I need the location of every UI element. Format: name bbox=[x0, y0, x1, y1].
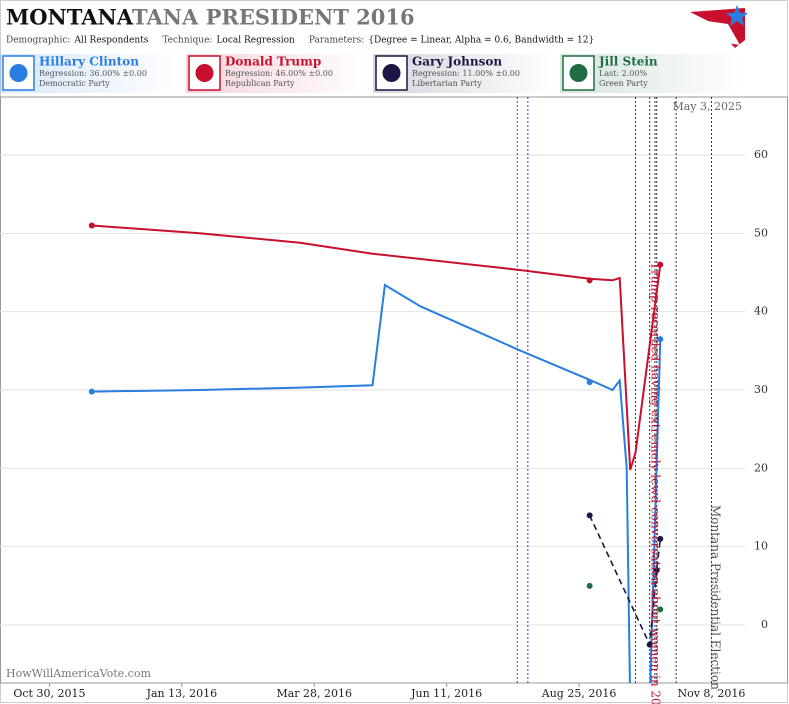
x-tick-label: Jan 13, 2016 bbox=[146, 687, 218, 700]
poll-point bbox=[88, 222, 95, 229]
param-key: Demographic: bbox=[6, 36, 70, 46]
param-value: {Degree = Linear, Alpha = 0.6, Bandwidth… bbox=[368, 36, 594, 46]
poll-point bbox=[586, 277, 593, 284]
legend-stat: Regression: 46.00% ±0.00 bbox=[225, 69, 333, 78]
y-tick-label: 40 bbox=[754, 305, 768, 318]
legend-name: Hillary Clinton bbox=[39, 55, 139, 69]
poll-point bbox=[657, 261, 664, 268]
legend-stat: Last: 2.00% bbox=[599, 69, 647, 78]
logo bbox=[690, 5, 748, 48]
y-tick-label: 10 bbox=[754, 540, 768, 553]
legend-name: Jill Stein bbox=[598, 55, 658, 69]
x-tick-label: Mar 28, 2016 bbox=[276, 687, 352, 700]
param-key: Parameters: bbox=[309, 36, 364, 46]
date-note: May 3, 2025 bbox=[672, 100, 742, 113]
series-line bbox=[91, 224, 662, 471]
poll-point bbox=[88, 388, 95, 395]
poll-point bbox=[657, 336, 664, 343]
series-line bbox=[588, 514, 662, 648]
poll-point bbox=[646, 641, 653, 648]
x-tick-label: Oct 30, 2015 bbox=[13, 687, 85, 700]
legend-icon-mark bbox=[569, 64, 588, 82]
poll-point bbox=[657, 606, 664, 613]
legend-stat: Regression: 11.00% ±0.00 bbox=[412, 69, 520, 78]
x-tick-label: Nov 8, 2016 bbox=[677, 687, 745, 700]
param-value: All Respondents bbox=[73, 36, 148, 46]
series-line bbox=[91, 283, 662, 683]
site-credit: HowWillAmericaVote.com bbox=[6, 667, 151, 680]
legend-party: Republican Party bbox=[225, 79, 295, 88]
title-rest: TANA PRESIDENT 2016 bbox=[132, 5, 415, 30]
plot-area bbox=[88, 222, 664, 683]
legend-party: Libertarian Party bbox=[412, 79, 482, 88]
y-tick-label: 60 bbox=[754, 148, 768, 161]
y-tick-label: 20 bbox=[754, 461, 768, 474]
legend-name: Donald Trump bbox=[225, 55, 321, 69]
legend-icon-mark bbox=[195, 64, 214, 82]
y-tick-label: 0 bbox=[761, 618, 768, 631]
annotation: Trump recorded having extremely lewd con… bbox=[648, 262, 662, 704]
poll-point bbox=[586, 512, 593, 519]
legend-name: Gary Johnson bbox=[412, 55, 502, 69]
legend-party: Democratic Party bbox=[39, 79, 110, 88]
legend-icon-mark bbox=[9, 64, 28, 82]
y-tick-label: 30 bbox=[754, 383, 768, 396]
x-tick-label: Aug 25, 2016 bbox=[541, 687, 617, 700]
x-tick-label: Jun 11, 2016 bbox=[410, 687, 482, 700]
annotation: Montana Presidential Election bbox=[708, 505, 722, 690]
param-key: Technique: bbox=[162, 36, 212, 46]
param-value: Local Regression bbox=[216, 36, 295, 46]
y-tick-label: 50 bbox=[754, 226, 768, 239]
poll-point bbox=[657, 535, 664, 542]
title-main: MONTANA bbox=[6, 5, 134, 30]
legend-icon-mark bbox=[382, 64, 401, 82]
poll-point bbox=[586, 379, 593, 386]
poll-point bbox=[653, 567, 660, 574]
legend-stat: Regression: 36.00% ±0.00 bbox=[39, 69, 147, 78]
legend-party: Green Party bbox=[599, 79, 648, 88]
poll-point bbox=[586, 582, 593, 589]
